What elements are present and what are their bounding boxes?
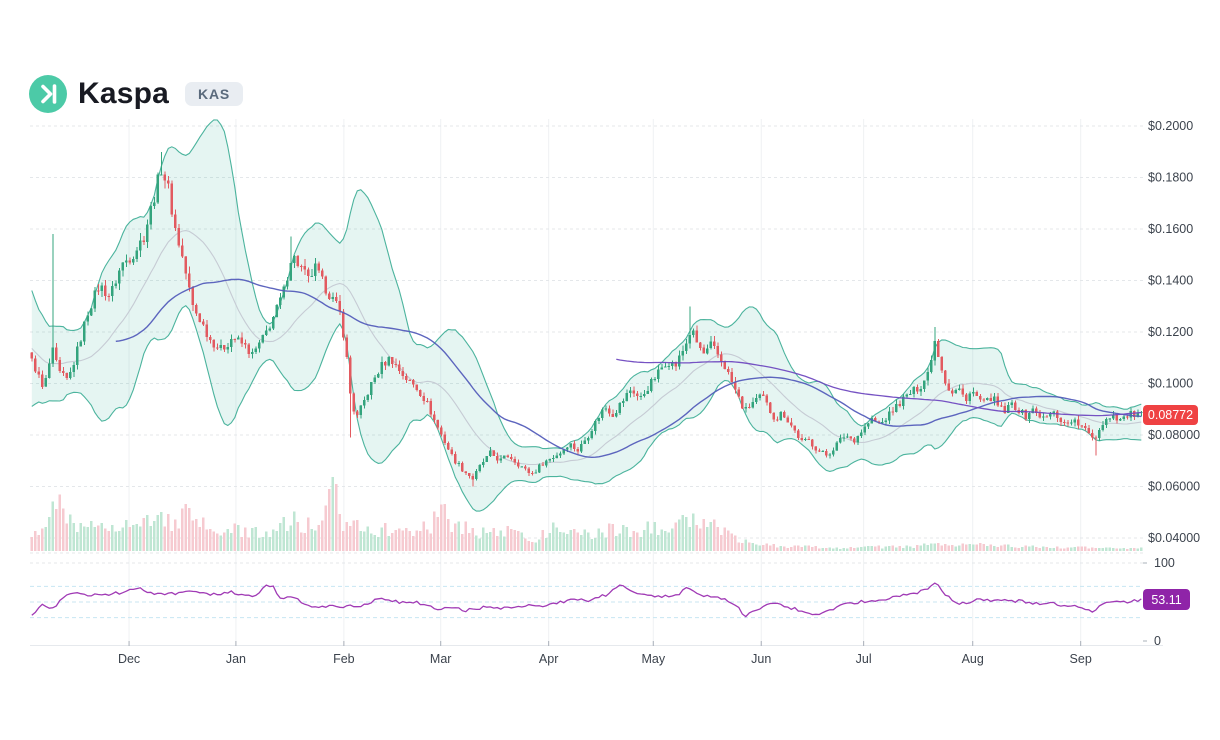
x-axis-labels: Dec Jan Feb Mar Apr May Jun Jul Aug Sep [118, 652, 1092, 666]
price-axis-label: $0.04000 [1148, 531, 1200, 545]
rsi-axis-top-label: 100 [1154, 556, 1175, 570]
x-axis-label: Aug [962, 652, 984, 666]
x-axis-label: Jul [856, 652, 872, 666]
price-axis-label: $0.1600 [1148, 222, 1193, 236]
header: Kaspa KAS [28, 72, 244, 116]
price-axis-label: $0.2000 [1148, 119, 1193, 133]
price-axis-label: $0.1400 [1148, 274, 1193, 288]
price-axis-label: $0.1000 [1148, 377, 1193, 391]
kaspa-logo-icon [29, 75, 67, 113]
price-axis-labels[interactable]: $0.2000 $0.1800 $0.1600 $0.1400 $0.1200 $0.10… [1143, 119, 1200, 648]
x-axis-label: Feb [333, 652, 355, 666]
price-axis-label: $0.1800 [1148, 171, 1193, 185]
moving-averages [115, 278, 1142, 459]
x-axis[interactable] [30, 641, 1163, 646]
rsi-line [31, 582, 1142, 618]
x-axis-label: May [641, 652, 665, 666]
grid-layer [30, 119, 1143, 646]
x-axis-label: Sep [1070, 652, 1092, 666]
x-axis-label: Dec [118, 652, 140, 666]
last-price-badge: 0.08772 [1143, 405, 1198, 425]
x-axis-label: Jan [226, 652, 246, 666]
page-title: Kaspa [78, 77, 170, 110]
x-axis-label: Apr [539, 652, 558, 666]
price-axis-label: $0.08000 [1148, 428, 1200, 442]
candlestick-layer [30, 151, 1143, 487]
symbol-badge: KAS [185, 82, 244, 106]
x-axis-label: Mar [430, 652, 452, 666]
rsi-badge: 53.11 [1143, 589, 1190, 610]
price-axis-label: $0.06000 [1148, 480, 1200, 494]
bollinger-band [31, 119, 1142, 512]
rsi-axis-bottom-label: 0 [1154, 634, 1161, 648]
price-axis-label: $0.1200 [1148, 325, 1193, 339]
x-axis-label: Jun [751, 652, 771, 666]
volume-bars [30, 477, 1143, 551]
